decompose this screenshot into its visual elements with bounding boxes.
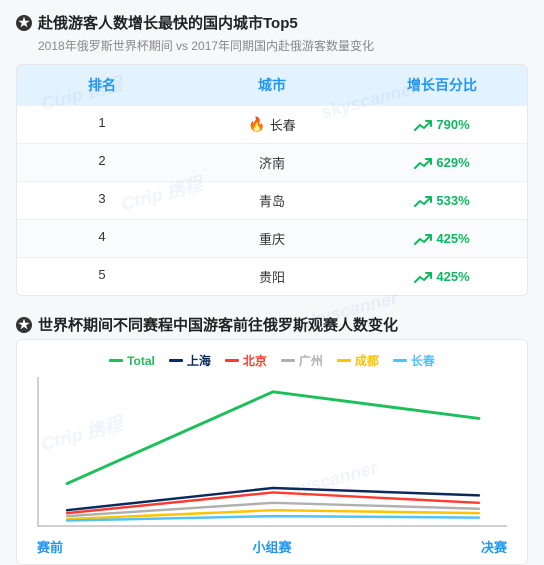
legend-label: 广州 <box>299 352 323 369</box>
cell-pct: 790% <box>357 115 527 134</box>
trend-up-icon <box>414 234 430 244</box>
chart-plot-area <box>37 377 507 527</box>
legend-swatch <box>393 359 407 362</box>
series-line <box>67 392 479 484</box>
trend-up-icon <box>414 272 430 282</box>
cell-pct: 533% <box>357 191 527 210</box>
trend-up-icon <box>414 120 430 130</box>
table-row: 4 重庆 425% <box>17 219 527 257</box>
legend-item: 北京 <box>225 352 267 369</box>
table-row: 1 🔥 长春 790% <box>17 105 527 143</box>
cell-rank: 4 <box>17 229 187 248</box>
soccer-icon <box>16 317 32 333</box>
table-header: 排名 城市 增长百分比 <box>17 65 527 105</box>
legend-item: 广州 <box>281 352 323 369</box>
cell-rank: 3 <box>17 191 187 210</box>
pct-value: 425% <box>436 231 469 246</box>
table-row: 3 青岛 533% <box>17 181 527 219</box>
xlabel: 小组赛 <box>252 537 291 556</box>
pct-value: 629% <box>436 155 469 170</box>
xlabel: 决赛 <box>481 537 507 556</box>
legend-swatch <box>337 359 351 362</box>
th-pct: 增长百分比 <box>357 75 527 95</box>
city-name: 济南 <box>259 153 285 172</box>
section2-title: 世界杯期间不同赛程中国游客前往俄罗斯观赛人数变化 <box>16 314 528 335</box>
city-name: 青岛 <box>259 191 285 210</box>
section1-title: 赴俄游客人数增长最快的国内城市Top5 <box>16 12 528 33</box>
legend-label: 成都 <box>355 352 379 369</box>
cell-city: 济南 <box>187 153 357 172</box>
city-name: 长春 <box>270 115 296 134</box>
fire-icon: 🔥 <box>248 116 265 133</box>
trend-up-icon <box>414 196 430 206</box>
xlabel: 赛前 <box>37 537 63 556</box>
pct-value: 790% <box>436 117 469 132</box>
line-chart-card: Total 上海 北京 广州 成都 长春 赛前 小组赛 决赛 <box>16 339 528 565</box>
pct-value: 533% <box>436 193 469 208</box>
soccer-icon <box>16 15 32 31</box>
legend-item: 长春 <box>393 352 435 369</box>
cell-city: 🔥 长春 <box>187 115 357 134</box>
legend-item: Total <box>109 352 155 369</box>
city-name: 贵阳 <box>259 267 285 286</box>
legend-label: 北京 <box>243 352 267 369</box>
cell-rank: 2 <box>17 153 187 172</box>
cell-city: 重庆 <box>187 229 357 248</box>
th-city: 城市 <box>187 75 357 95</box>
top5-table: 排名 城市 增长百分比 1 🔥 长春 790% 2 济南 629% 3 青岛 533% 4 重庆 425… <box>16 64 528 296</box>
title-text: 赴俄游客人数增长最快的国内城市Top5 <box>38 12 298 33</box>
legend-swatch <box>281 359 295 362</box>
trend-up-icon <box>414 158 430 168</box>
legend-swatch <box>109 359 123 362</box>
legend-label: 上海 <box>187 352 211 369</box>
legend-swatch <box>225 359 239 362</box>
legend-item: 成都 <box>337 352 379 369</box>
chart-xlabels: 赛前 小组赛 决赛 <box>29 531 515 556</box>
table-row: 5 贵阳 425% <box>17 257 527 295</box>
title-text: 世界杯期间不同赛程中国游客前往俄罗斯观赛人数变化 <box>38 314 398 335</box>
cell-pct: 629% <box>357 153 527 172</box>
table-row: 2 济南 629% <box>17 143 527 181</box>
cell-pct: 425% <box>357 229 527 248</box>
cell-city: 青岛 <box>187 191 357 210</box>
cell-pct: 425% <box>357 267 527 286</box>
th-rank: 排名 <box>17 75 187 95</box>
cell-rank: 1 <box>17 115 187 134</box>
section1-subtitle: 2018年俄罗斯世界杯期间 vs 2017年同期国内赴俄游客数量变化 <box>38 37 528 54</box>
legend-swatch <box>169 359 183 362</box>
chart-svg <box>39 377 507 525</box>
legend-item: 上海 <box>169 352 211 369</box>
legend-label: 长春 <box>411 352 435 369</box>
cell-rank: 5 <box>17 267 187 286</box>
pct-value: 425% <box>436 269 469 284</box>
cell-city: 贵阳 <box>187 267 357 286</box>
legend-label: Total <box>127 354 155 368</box>
chart-legend: Total 上海 北京 广州 成都 长春 <box>29 352 515 369</box>
city-name: 重庆 <box>259 229 285 248</box>
